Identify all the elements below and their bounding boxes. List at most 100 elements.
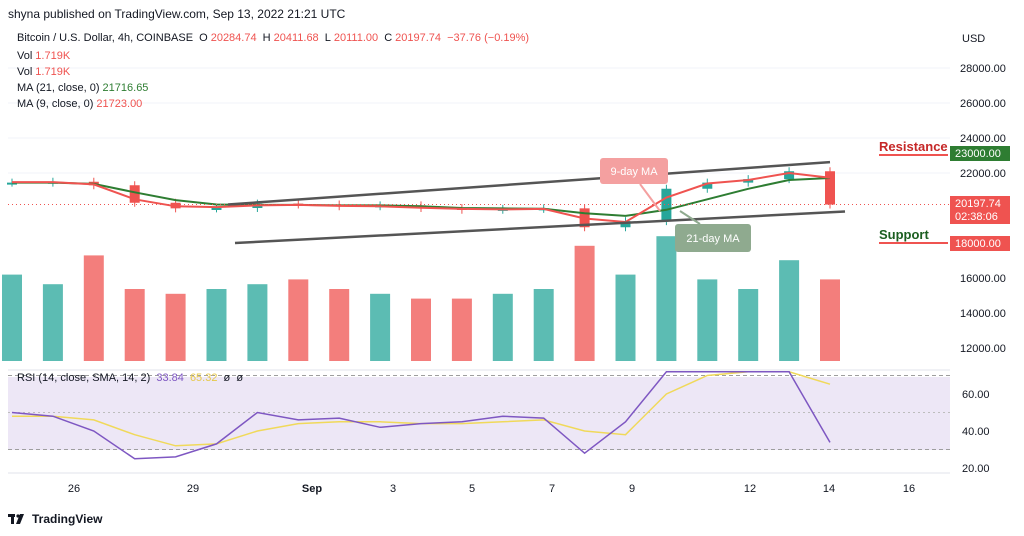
date-tick: 12	[744, 483, 756, 495]
rsi-tick: 20.00	[962, 463, 990, 475]
volume-bar	[370, 293, 391, 361]
ma21-tag-pointer	[679, 210, 701, 225]
candle-body	[661, 188, 672, 222]
price-tick: 16000.00	[960, 273, 1006, 285]
price-chart[interactable]: USD 28000.00 26000.00 24000.00 22000.00 16000…	[0, 26, 1024, 502]
support-price-label: 18000.00	[955, 238, 1001, 250]
resistance-price-tag	[950, 146, 1010, 161]
candle-body	[825, 171, 835, 205]
volume-bar	[492, 293, 513, 361]
legend-rsi-extra1: ø	[223, 372, 231, 384]
date-tick: 9	[629, 483, 635, 495]
date-tick: Sep	[302, 483, 322, 495]
publisher-line: shyna published on TradingView.com, Sep …	[8, 7, 346, 21]
price-tick: 14000.00	[960, 308, 1006, 320]
legend-vol2: Vol 1.719K	[17, 66, 73, 78]
legend-rsi-value: 33.84	[156, 372, 184, 384]
legend-c-label: C	[384, 32, 393, 44]
legend-rsi-extra2: ø	[236, 372, 244, 384]
candle-body	[620, 221, 631, 228]
candle-body	[129, 185, 140, 203]
legend-change: −37.76 (−0.19%)	[447, 32, 530, 44]
legend-ohlc: Bitcoin / U.S. Dollar, 4h, COINBASE O 202…	[17, 32, 532, 44]
volume-bar	[124, 289, 145, 361]
volume-bar	[574, 245, 595, 361]
volume-bar	[656, 236, 677, 361]
volume-bar	[83, 255, 104, 361]
channel-upper-line	[227, 160, 831, 206]
legend-vol1: Vol 1.719K	[17, 50, 73, 62]
volume-bar	[820, 279, 840, 361]
tv-logo-icon	[8, 514, 24, 524]
legend-ma21: MA (21, close, 0) 21716.65	[17, 82, 151, 94]
legend-ma9-label: MA (9, close, 0)	[17, 98, 94, 110]
price-tick: 12000.00	[960, 343, 1006, 355]
ma9-tag-text: 9-day MA	[610, 166, 658, 178]
candle-body	[702, 182, 713, 189]
volume-bar	[779, 260, 800, 361]
legend-vol2-label: Vol	[17, 66, 33, 78]
last-price-label: 20197.74	[955, 198, 1001, 210]
tradingview-logo[interactable]: TradingView	[8, 512, 102, 526]
volume-bar	[533, 289, 554, 361]
volume-bar	[329, 289, 350, 361]
ma21-tag-text: 21-day MA	[686, 233, 740, 245]
legend-o-label: O	[199, 32, 208, 44]
legend-open: 20284.74	[210, 32, 257, 44]
countdown-label: 02:38:06	[955, 211, 998, 223]
date-tick: 7	[549, 483, 555, 495]
channel-lower-line	[234, 210, 846, 245]
volume-bar	[165, 293, 186, 361]
rsi-tick: 60.00	[962, 389, 990, 401]
legend-low: 20111.00	[333, 32, 379, 44]
candle-body	[211, 208, 222, 210]
date-tick: 16	[903, 483, 915, 495]
rsi-band	[8, 377, 950, 450]
legend-symbol: Bitcoin / U.S. Dollar, 4h, COINBASE	[17, 32, 194, 44]
support-price-tag	[950, 236, 1010, 251]
legend-ma9: MA (9, close, 0) 21723.00	[17, 98, 145, 110]
resistance-label: Resistance	[879, 139, 948, 154]
volume-bar	[247, 284, 268, 361]
legend-rsi-sma-value: 65.32	[189, 372, 218, 384]
legend-rsi: RSI (14, close, SMA, 14, 2) 33.84 65.32 …	[17, 372, 246, 384]
legend-vol2-value: 1.719K	[35, 66, 71, 78]
ma9-tag-pointer	[639, 183, 661, 212]
axis-currency: USD	[962, 33, 985, 45]
support-label: Support	[879, 227, 929, 242]
volume-bar	[42, 284, 63, 361]
volume-bar	[697, 279, 718, 361]
volume-bar	[738, 289, 759, 361]
volume-bar	[411, 298, 431, 361]
volume-bar	[288, 279, 309, 361]
legend-vol1-label: Vol	[17, 50, 33, 62]
volume-bar	[2, 274, 22, 361]
price-tick: 24000.00	[960, 133, 1006, 145]
legend-h-label: H	[262, 32, 271, 44]
date-tick: 26	[68, 483, 80, 495]
price-tick: 26000.00	[960, 98, 1006, 110]
volume-bar	[206, 289, 227, 361]
legend-vol1-value: 1.719K	[35, 50, 71, 62]
date-tick: 14	[823, 483, 835, 495]
volume-bar	[451, 298, 472, 361]
candle-body	[784, 171, 795, 180]
legend-l-label: L	[324, 32, 331, 44]
rsi-tick: 40.00	[962, 426, 990, 438]
date-tick: 29	[187, 483, 199, 495]
legend-close: 20197.74	[395, 32, 442, 44]
ma9-line	[12, 171, 831, 224]
legend-ma9-value: 21723.00	[96, 98, 143, 110]
legend-ma21-value: 21716.65	[102, 82, 149, 94]
volume-bar	[615, 274, 636, 361]
ma21-line	[12, 177, 831, 217]
ma21-tag-box	[675, 224, 751, 252]
date-tick: 3	[390, 483, 396, 495]
resistance-price-label: 23000.00	[955, 148, 1001, 160]
ma9-tag-box	[600, 158, 668, 184]
candle-body	[7, 182, 17, 185]
chart-area[interactable]: USD 28000.00 26000.00 24000.00 22000.00 16000…	[0, 26, 1024, 502]
legend-high: 20411.68	[273, 32, 319, 44]
last-price-tag	[950, 196, 1010, 224]
rsi-line	[11, 371, 831, 460]
